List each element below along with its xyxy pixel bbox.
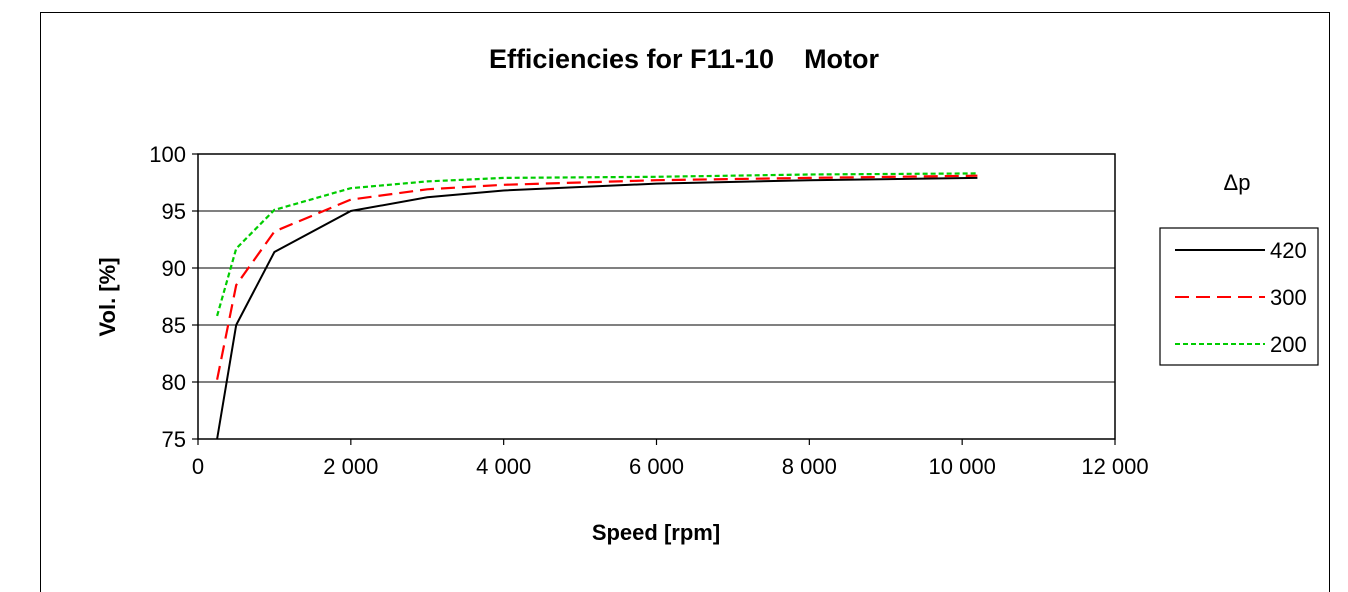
chart-title: Efficiencies for F11-10 Motor: [489, 44, 880, 74]
legend-label-200: 200: [1270, 332, 1307, 357]
grid-lines: [198, 210, 1115, 383]
y-tick-label: 90: [162, 256, 186, 281]
x-tick-label: 8 000: [782, 454, 837, 479]
x-tick-label: 6 000: [629, 454, 684, 479]
series-lines: [216, 172, 978, 440]
y-tick-label: 100: [149, 142, 186, 167]
series-line-200: [216, 172, 978, 317]
x-tick-label: 4 000: [476, 454, 531, 479]
y-tick-label: 95: [162, 199, 186, 224]
x-tick-label: 10 000: [929, 454, 996, 479]
y-axis-ticks: 75 80 85 90 95 100: [149, 142, 198, 452]
y-tick-label: 75: [162, 427, 186, 452]
plot-area: [197, 153, 1116, 440]
legend-title: Δp: [1224, 170, 1251, 195]
legend-label-300: 300: [1270, 285, 1307, 310]
y-tick-label: 80: [162, 370, 186, 395]
legend-label-420: 420: [1270, 238, 1307, 263]
y-tick-label: 85: [162, 313, 186, 338]
x-axis-label: Speed [rpm]: [592, 520, 720, 545]
x-tick-label: 12 000: [1081, 454, 1148, 479]
x-tick-label: 0: [192, 454, 204, 479]
legend: 420 300 200: [1159, 227, 1319, 366]
series-line-420: [216, 176, 978, 440]
x-tick-label: 2 000: [323, 454, 378, 479]
y-axis-label: Vol. [%]: [95, 257, 120, 336]
series-line-300: [216, 174, 978, 380]
x-axis-ticks: 0 2 000 4 000 6 000 8 000 10 000 12 000: [192, 439, 1149, 479]
chart-frame: [40, 12, 1330, 592]
